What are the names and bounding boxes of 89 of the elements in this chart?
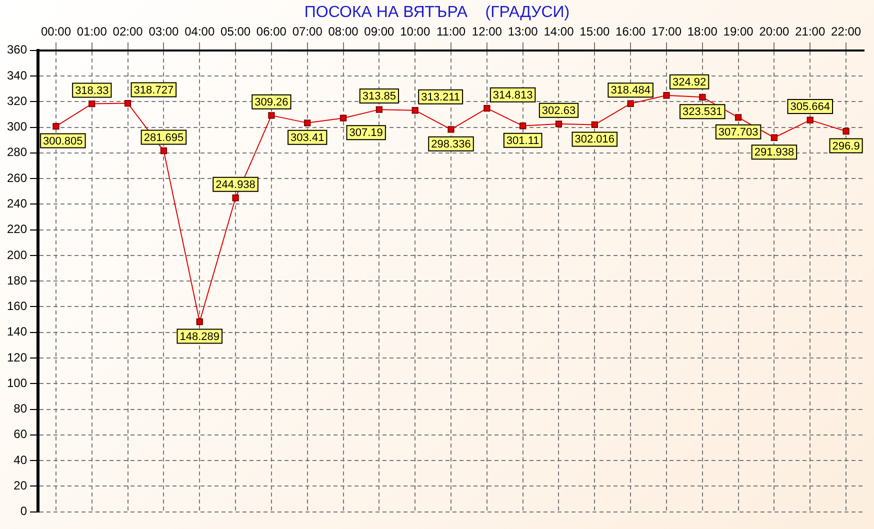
data-label: 302.016 xyxy=(574,134,615,146)
data-label: 281.695 xyxy=(144,132,184,144)
y-tick-label: 260 xyxy=(6,170,28,185)
data-label: 244.938 xyxy=(216,178,256,191)
y-tick-label: 40 xyxy=(14,452,28,467)
y-tick-label: 60 xyxy=(14,427,28,442)
point xyxy=(124,100,132,107)
x-tick-label: 18:00 xyxy=(687,24,718,39)
x-tick-label: 20:00 xyxy=(759,24,790,39)
data-label: 318.484 xyxy=(610,84,650,97)
y-tick-label: 100 xyxy=(6,376,28,390)
data-label: 303.41 xyxy=(290,132,324,144)
point xyxy=(376,106,383,113)
y-tick-label: 240 xyxy=(6,196,28,211)
point xyxy=(232,194,239,202)
point xyxy=(555,120,562,128)
data-label: 313.211 xyxy=(421,91,460,104)
point xyxy=(88,100,96,108)
x-tick-label: 19:00 xyxy=(723,24,754,39)
x-tick-label: 14:00 xyxy=(544,24,574,39)
data-label: 301.11 xyxy=(506,134,540,147)
point xyxy=(806,116,814,124)
point xyxy=(842,128,850,135)
x-tick-label: 12:00 xyxy=(472,24,502,39)
y-tick-label: 120 xyxy=(6,350,28,364)
point xyxy=(484,104,490,112)
y-tick-label: 340 xyxy=(6,68,28,82)
point xyxy=(520,122,526,130)
x-tick-label: 21:00 xyxy=(795,24,826,39)
data-label: 302.63 xyxy=(542,104,576,117)
x-tick-label: 03:00 xyxy=(148,24,180,39)
point xyxy=(304,120,311,126)
data-label: 300.805 xyxy=(43,135,83,148)
x-tick-label: 17:00 xyxy=(651,24,682,39)
x-tick-label: 15:00 xyxy=(580,24,610,39)
point xyxy=(196,318,203,326)
data-label: 307.19 xyxy=(349,127,383,140)
point xyxy=(52,122,60,130)
point xyxy=(663,92,670,99)
data-label: 318.33 xyxy=(75,84,109,97)
y-tick-label: 80 xyxy=(14,402,28,416)
point xyxy=(591,121,598,128)
data-label: 309.26 xyxy=(254,96,288,108)
point xyxy=(699,94,706,100)
x-tick-label: 10:00 xyxy=(400,24,430,39)
x-tick-label: 09:00 xyxy=(364,24,395,39)
y-tick-label: 220 xyxy=(6,222,28,236)
chart-title: ПОСОКА НА ВЯТЪРА (ГРАДУСИ) xyxy=(303,4,571,22)
point xyxy=(268,112,275,119)
data-label: 298.336 xyxy=(431,138,471,150)
point xyxy=(734,114,742,121)
y-tick-label: 280 xyxy=(6,145,28,160)
data-label: 318.727 xyxy=(134,84,174,96)
x-tick-label: 01:00 xyxy=(76,24,108,39)
x-tick-label: 13:00 xyxy=(508,24,538,39)
y-tick-label: 300 xyxy=(6,120,28,134)
x-tick-label: 05:00 xyxy=(220,24,251,39)
y-tick-label: 320 xyxy=(6,94,28,108)
data-label: 313.85 xyxy=(362,90,396,103)
data-label: 324.92 xyxy=(672,76,706,88)
data-label: 305.664 xyxy=(790,101,830,114)
x-tick-label: 06:00 xyxy=(256,24,287,39)
x-tick-label: 16:00 xyxy=(616,24,646,39)
x-tick-label: 11:00 xyxy=(436,24,466,39)
data-label: 323.531 xyxy=(682,106,722,118)
point xyxy=(412,107,418,114)
point xyxy=(770,134,778,141)
x-tick-label: 00:00 xyxy=(40,24,72,39)
y-tick-label: 200 xyxy=(6,248,28,262)
data-label: 291.938 xyxy=(754,146,794,159)
data-label: 296.9 xyxy=(832,140,860,152)
data-label: 148.289 xyxy=(180,330,220,343)
x-tick-label: 04:00 xyxy=(184,24,215,39)
y-tick-label: 20 xyxy=(14,478,28,492)
x-tick-label: 02:00 xyxy=(112,24,144,39)
point xyxy=(340,114,347,122)
data-label: 307.703 xyxy=(718,126,758,138)
y-tick-label: 0 xyxy=(20,504,28,518)
y-tick-label: 140 xyxy=(6,324,28,339)
x-tick-label: 07:00 xyxy=(292,24,323,39)
y-tick-label: 180 xyxy=(6,273,28,288)
x-tick-label: 22:00 xyxy=(831,24,862,39)
y-tick-label: 160 xyxy=(6,299,28,314)
point xyxy=(627,100,634,107)
point xyxy=(448,126,454,133)
data-label: 314.813 xyxy=(492,89,533,102)
x-tick-label: 08:00 xyxy=(328,24,359,39)
y-tick-label: 360 xyxy=(6,42,28,57)
point xyxy=(160,147,168,154)
